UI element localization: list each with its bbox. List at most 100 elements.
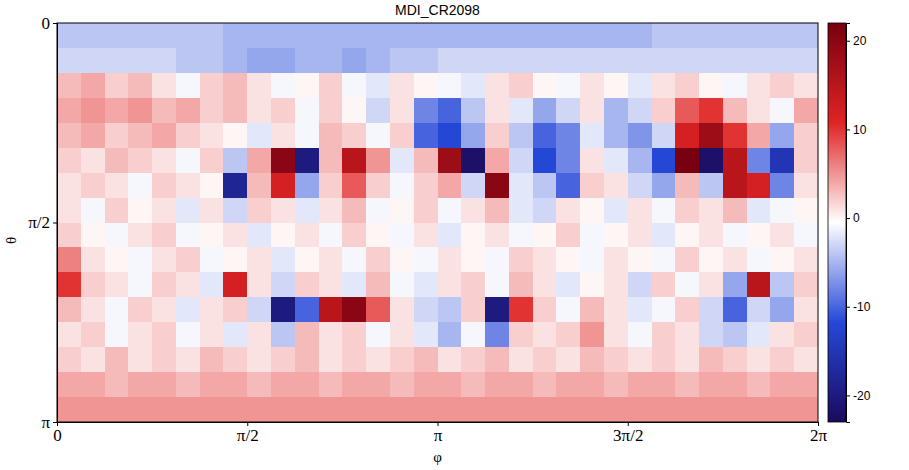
cell — [200, 173, 224, 198]
y-tick: π — [41, 413, 57, 432]
cell — [699, 223, 723, 248]
cell — [247, 123, 271, 148]
cell — [271, 173, 295, 198]
cell — [176, 48, 200, 73]
cell — [128, 372, 152, 397]
cell — [176, 247, 200, 272]
cell — [485, 247, 509, 272]
cell — [128, 173, 152, 198]
cell — [628, 397, 652, 422]
cell — [794, 397, 818, 422]
cell — [556, 397, 580, 422]
cell — [652, 247, 676, 272]
colorbar-tick: 0 — [846, 211, 860, 225]
cell — [485, 397, 509, 422]
cell — [176, 297, 200, 322]
cell — [533, 23, 557, 48]
cell — [128, 223, 152, 248]
cell — [366, 372, 390, 397]
cell — [699, 272, 723, 297]
y-axis-title: θ — [3, 237, 19, 244]
cell — [271, 148, 295, 173]
cell — [533, 223, 557, 248]
cell — [723, 73, 747, 98]
cell — [81, 198, 105, 223]
cell — [414, 223, 438, 248]
cell — [81, 347, 105, 372]
cell — [342, 372, 366, 397]
cell — [652, 322, 676, 347]
cell — [509, 272, 533, 297]
cell — [152, 123, 176, 148]
cell — [723, 347, 747, 372]
cell — [200, 272, 224, 297]
cell — [770, 372, 794, 397]
cell — [366, 148, 390, 173]
cell — [152, 322, 176, 347]
cell — [556, 98, 580, 123]
cell — [390, 23, 414, 48]
cell — [509, 247, 533, 272]
x-tick-label: 0 — [53, 426, 62, 445]
cell — [438, 272, 462, 297]
cell — [533, 173, 557, 198]
cell — [390, 322, 414, 347]
cell — [604, 397, 628, 422]
cell — [295, 297, 319, 322]
cell — [461, 297, 485, 322]
cell — [533, 247, 557, 272]
cell — [461, 173, 485, 198]
cell — [319, 48, 343, 73]
cell — [152, 48, 176, 73]
cell — [105, 397, 129, 422]
cell — [699, 347, 723, 372]
cell — [461, 148, 485, 173]
y-axis-line — [53, 24, 58, 423]
cell — [200, 223, 224, 248]
cell — [675, 322, 699, 347]
cell — [223, 23, 247, 48]
cell — [628, 73, 652, 98]
cell — [794, 223, 818, 248]
cell — [580, 223, 604, 248]
cell — [747, 73, 771, 98]
cell — [770, 73, 794, 98]
cell — [223, 198, 247, 223]
cell — [128, 23, 152, 48]
cell — [342, 322, 366, 347]
cell — [509, 123, 533, 148]
cell — [319, 123, 343, 148]
cell — [319, 322, 343, 347]
cell — [81, 173, 105, 198]
cell — [200, 347, 224, 372]
cell — [628, 372, 652, 397]
cell — [152, 23, 176, 48]
cell — [485, 372, 509, 397]
colorbar — [828, 23, 846, 422]
cell — [580, 73, 604, 98]
cell — [390, 173, 414, 198]
cell — [438, 347, 462, 372]
cell — [176, 73, 200, 98]
cell — [723, 148, 747, 173]
cell — [390, 98, 414, 123]
cell — [675, 148, 699, 173]
cell — [699, 198, 723, 223]
cell — [105, 198, 129, 223]
cell — [794, 198, 818, 223]
cell — [438, 173, 462, 198]
x-axis-title: φ — [433, 449, 442, 465]
cell — [747, 123, 771, 148]
cell — [556, 372, 580, 397]
cell — [604, 223, 628, 248]
cell — [176, 173, 200, 198]
y-axis: 0π/2π — [28, 14, 57, 432]
cell — [723, 223, 747, 248]
cell — [342, 198, 366, 223]
cell — [271, 372, 295, 397]
cell — [176, 123, 200, 148]
cell — [652, 173, 676, 198]
cell — [438, 148, 462, 173]
cell — [604, 148, 628, 173]
cell — [485, 322, 509, 347]
